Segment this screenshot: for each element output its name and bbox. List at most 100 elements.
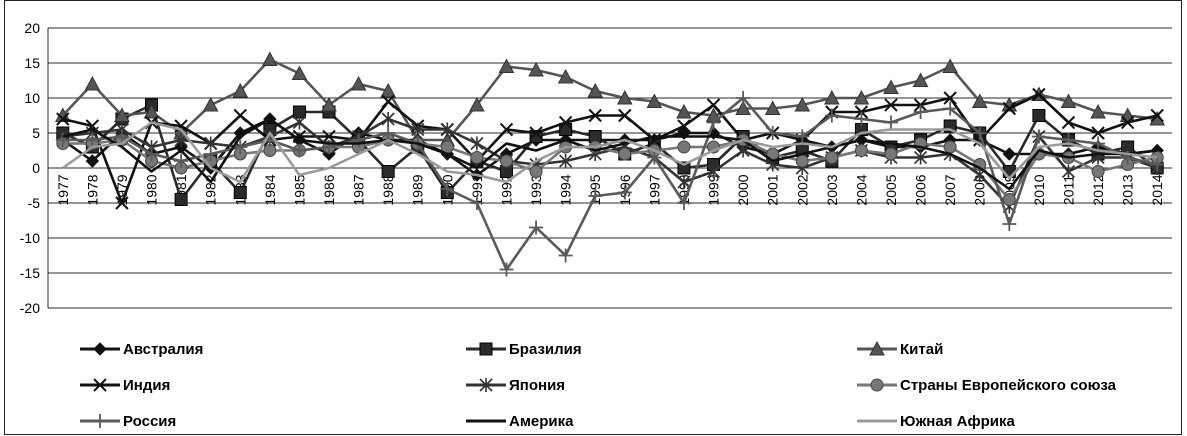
legend-label: Австралия [123, 341, 203, 358]
data-point-plus [913, 105, 928, 119]
legend-label: Бразилия [509, 341, 582, 358]
x-tick-label: 2006 [913, 174, 929, 205]
data-point-triangle [84, 75, 101, 91]
legend-label: Америка [509, 413, 574, 430]
data-point-circle [825, 151, 839, 164]
data-point-circle [795, 154, 809, 168]
data-point-plus [1002, 217, 1017, 231]
x-tick-label: 2010 [1031, 174, 1047, 205]
data-point-triangle [291, 65, 308, 80]
legend-item: Индия [80, 377, 170, 394]
x-tick-label: 1989 [410, 174, 426, 205]
y-tick-label: 0 [32, 160, 40, 176]
data-point-triangle [587, 82, 604, 98]
y-tick-label: 5 [32, 125, 40, 141]
data-point-diamond [85, 154, 100, 168]
data-point-triangle [853, 89, 870, 105]
data-point-plus [706, 115, 721, 130]
data-point-plus [85, 133, 100, 147]
data-point-circle [618, 147, 632, 161]
x-tick-label: 2005 [883, 174, 899, 205]
data-point-triangle [824, 89, 840, 105]
data-point-plus [854, 112, 869, 126]
data-point-square [1032, 109, 1046, 122]
x-tick-label: 1988 [380, 174, 396, 205]
legend-item: Россия [80, 413, 176, 430]
data-point-triangle [469, 96, 485, 112]
data-point-plus [1091, 136, 1106, 151]
data-point-x [115, 196, 129, 210]
data-point-triangle [646, 93, 663, 108]
data-point-triangle [380, 82, 396, 98]
data-point-plus [1150, 157, 1165, 172]
data-point-triangle [528, 61, 544, 77]
x-tick-label: 2004 [853, 174, 869, 205]
data-point-plus [558, 248, 573, 263]
data-point-triangle [869, 340, 885, 356]
data-point-plus [529, 220, 544, 235]
data-point-circle [1091, 165, 1105, 178]
legend-label: Южная Африка [900, 413, 1015, 430]
data-point-circle [870, 378, 884, 392]
data-point-star [559, 154, 573, 168]
data-point-plus [736, 91, 751, 105]
data-point-plus [1031, 129, 1046, 144]
data-point-square [381, 165, 395, 178]
data-point-plus [114, 129, 129, 144]
x-tick-label: 1987 [351, 174, 367, 205]
x-tick-label: 1993 [528, 174, 544, 205]
x-tick-label: 2014 [1149, 174, 1165, 205]
data-point-x [588, 108, 602, 123]
data-point-x [558, 115, 573, 130]
data-point-plus [93, 414, 107, 428]
x-tick-label: 1985 [291, 174, 307, 205]
y-tick-label: -5 [28, 195, 41, 211]
x-tick-label: 2001 [765, 174, 781, 205]
x-tick-label: 2002 [794, 174, 810, 205]
series-line [62, 121, 1158, 184]
data-point-triangle [232, 82, 249, 98]
data-point-x [381, 94, 395, 109]
data-point-plus [292, 143, 307, 158]
data-point-star [677, 175, 691, 189]
data-point-star [914, 150, 928, 165]
data-point-x [1120, 115, 1135, 130]
data-point-x [322, 129, 336, 144]
x-tick-label: 2007 [942, 174, 958, 205]
data-point-plus [381, 126, 396, 140]
data-point-x [56, 112, 70, 126]
data-point-x [618, 108, 632, 123]
data-point-triangle [1090, 103, 1106, 119]
data-point-x [499, 122, 514, 137]
data-point-star [381, 112, 395, 126]
x-tick-label: 1977 [55, 174, 71, 205]
data-point-circle [854, 144, 868, 157]
x-tick-label: 1984 [262, 174, 278, 205]
data-point-diamond [93, 342, 107, 356]
x-tick-label: 2013 [1120, 174, 1136, 205]
data-point-x [1002, 101, 1017, 116]
legend-item: Южная Африка [857, 413, 1015, 430]
legend-item: Япония [466, 377, 565, 394]
data-point-triangle [735, 100, 751, 115]
data-point-triangle [143, 103, 160, 119]
x-tick-label: 1991 [469, 174, 485, 205]
data-point-x [174, 119, 188, 133]
legend-label: Китай [900, 341, 943, 358]
data-point-x [1150, 108, 1164, 123]
data-point-x [233, 108, 247, 123]
data-point-star [411, 122, 425, 137]
data-point-x [706, 98, 721, 112]
data-point-star [470, 136, 484, 151]
data-point-triangle [971, 93, 988, 108]
data-point-square [233, 186, 247, 199]
data-point-plus [765, 126, 780, 140]
series-line [62, 103, 1158, 201]
x-tick-label: 2011 [1060, 175, 1076, 205]
data-point-x [884, 98, 898, 112]
x-tick-label: 2012 [1090, 174, 1106, 205]
x-tick-label: 1994 [558, 174, 574, 205]
data-point-circle [884, 147, 898, 161]
data-point-plus [884, 115, 898, 130]
data-point-star [706, 164, 721, 179]
